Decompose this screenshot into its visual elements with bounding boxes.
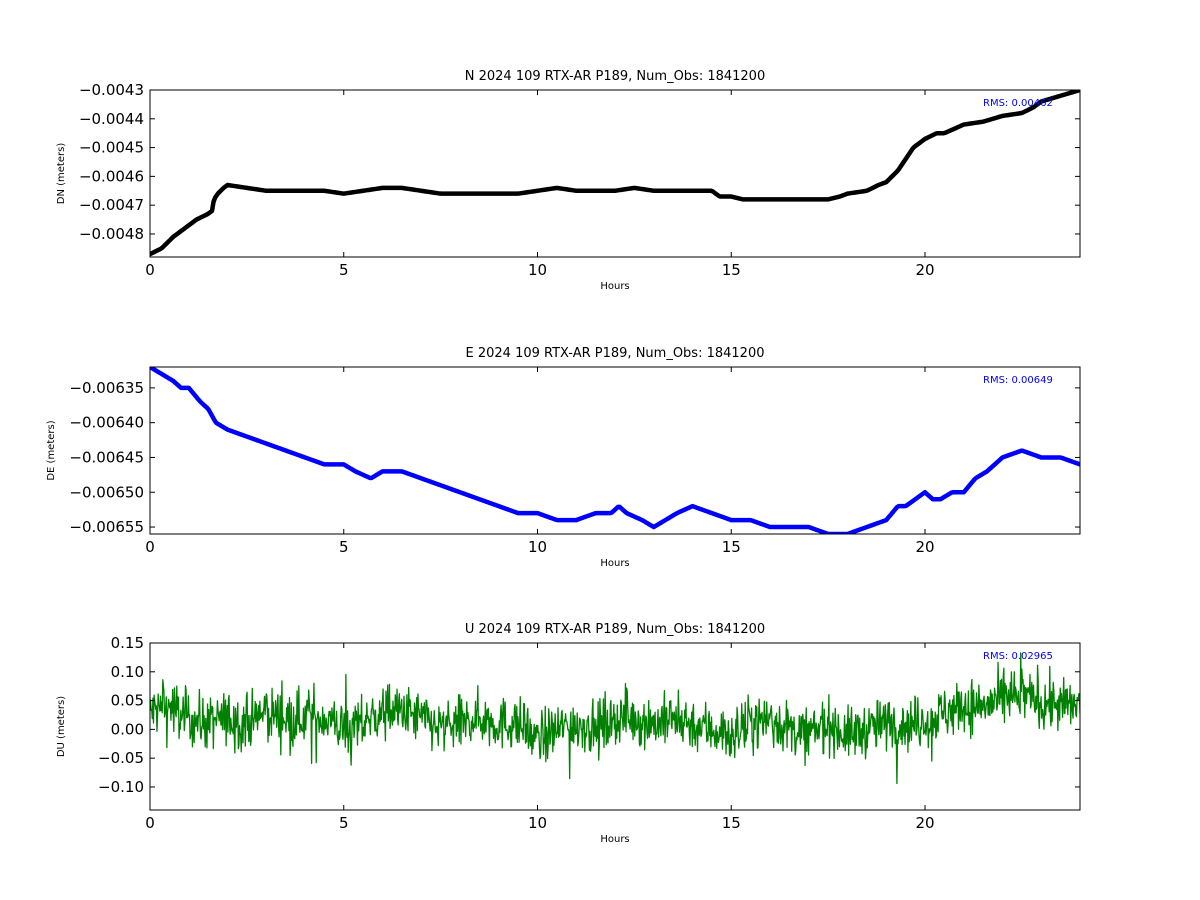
- rms-annotation: RMS: 0.00649: [983, 375, 1053, 386]
- x-tick-label: 5: [339, 814, 349, 832]
- x-axis-label: Hours: [600, 558, 629, 569]
- rms-annotation: RMS: 0.02965: [983, 651, 1053, 662]
- x-tick-label: 0: [145, 814, 155, 832]
- series-line-0: [150, 90, 1080, 257]
- y-tick-label: −0.0043: [79, 81, 144, 99]
- x-tick-label: 10: [528, 261, 547, 279]
- panels: 0 5 10 15 20 −0.0043 −0.0044 −0.0045 −0.0046 −0.0…: [46, 69, 1081, 845]
- y-tick-label: 0.10: [111, 663, 144, 681]
- axes-frame-2: [149, 642, 1081, 811]
- chart-title: N 2024 109 RTX-AR P189, Num_Obs: 1841200: [465, 69, 765, 84]
- y-tick-label: −0.0047: [79, 196, 144, 214]
- y-tick-label: −0.00650: [69, 483, 144, 501]
- x-tick-label: 10: [528, 538, 547, 556]
- y-tick-label: −0.0048: [79, 225, 144, 243]
- y-tick-label: −0.0046: [79, 167, 144, 185]
- series-line-1: [150, 367, 1080, 534]
- axes-frame-1: [149, 366, 1081, 535]
- chart-title: E 2024 109 RTX-AR P189, Num_Obs: 1841200: [466, 346, 765, 361]
- y-axis-label: DU (meters): [56, 696, 67, 757]
- x-tick-label: 0: [145, 261, 155, 279]
- y-tick-label: −0.00640: [69, 414, 144, 432]
- series-line-2: [150, 652, 1080, 785]
- y-tick-label: 0.05: [111, 692, 144, 710]
- y-axis-label: DN (meters): [56, 143, 67, 205]
- x-tick-label: 15: [722, 538, 741, 556]
- y-tick-label: −0.10: [98, 778, 144, 796]
- y-tick-label: 0.15: [111, 634, 144, 652]
- y-tick-label: −0.00645: [69, 448, 144, 466]
- axes-frame-0: [149, 89, 1081, 258]
- y-tick-label: −0.05: [98, 749, 144, 767]
- x-tick-label: 15: [722, 814, 741, 832]
- x-axis-label: Hours: [600, 281, 629, 292]
- y-axis-label: DE (meters): [46, 420, 57, 480]
- x-axis-label: Hours: [600, 834, 629, 845]
- y-tick-label: −0.00655: [69, 518, 144, 536]
- x-tick-label: 20: [915, 261, 934, 279]
- x-tick-label: 5: [339, 261, 349, 279]
- panel-0: 0 5 10 15 20 −0.0043 −0.0044 −0.0045 −0.0046 −0.0…: [56, 69, 1081, 292]
- x-tick-label: 10: [528, 814, 547, 832]
- x-tick-label: 20: [915, 814, 934, 832]
- x-tick-label: 15: [722, 261, 741, 279]
- y-tick-label: 0.00: [111, 720, 144, 738]
- x-tick-label: 5: [339, 538, 349, 556]
- panel-2: 0 5 10 15 20 0.15 0.10 0.05 0.00 −0.05 −0.10 U 2024…: [56, 622, 1081, 845]
- y-tick-label: −0.00635: [69, 379, 144, 397]
- y-tick-label: −0.0044: [79, 110, 144, 128]
- panel-1: 0 5 10 15 20 −0.00635 −0.00640 −0.00645 −0.00650…: [46, 346, 1081, 569]
- x-tick-label: 20: [915, 538, 934, 556]
- rms-annotation: RMS: 0.00462: [983, 98, 1053, 109]
- chart-title: U 2024 109 RTX-AR P189, Num_Obs: 1841200: [465, 622, 765, 637]
- y-tick-label: −0.0045: [79, 139, 144, 157]
- x-tick-label: 0: [145, 538, 155, 556]
